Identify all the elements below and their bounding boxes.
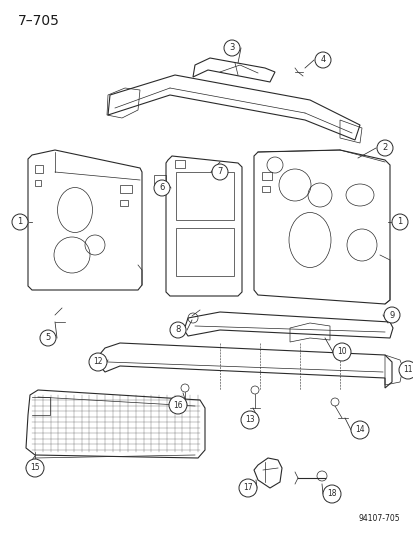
Text: 5: 5	[45, 334, 50, 343]
Text: 4: 4	[320, 55, 325, 64]
Text: 7–705: 7–705	[18, 14, 60, 28]
Text: 9: 9	[389, 311, 394, 319]
Text: 94107-705: 94107-705	[358, 514, 399, 523]
Bar	[176, 228, 233, 276]
Circle shape	[314, 52, 330, 68]
Text: 1: 1	[17, 217, 23, 227]
Circle shape	[89, 353, 107, 371]
Text: 15: 15	[30, 464, 40, 472]
Text: 18: 18	[326, 489, 336, 498]
Text: 11: 11	[402, 366, 412, 375]
Text: 12: 12	[93, 358, 102, 367]
Circle shape	[322, 485, 340, 503]
Text: 14: 14	[354, 425, 364, 434]
Text: 13: 13	[244, 416, 254, 424]
Text: 6: 6	[159, 183, 164, 192]
Circle shape	[169, 396, 187, 414]
Bar	[261, 186, 269, 192]
Circle shape	[398, 361, 413, 379]
Text: 17: 17	[242, 483, 252, 492]
Text: 2: 2	[382, 143, 387, 152]
Text: 1: 1	[396, 217, 402, 227]
Circle shape	[12, 214, 28, 230]
Text: 3: 3	[229, 44, 234, 52]
Circle shape	[26, 459, 44, 477]
Text: 10: 10	[336, 348, 346, 357]
Bar	[120, 185, 132, 193]
Text: 8: 8	[175, 326, 180, 335]
Bar	[261, 172, 271, 180]
Circle shape	[350, 421, 368, 439]
Bar	[176, 172, 233, 220]
Text: 7: 7	[217, 167, 222, 176]
Circle shape	[240, 411, 259, 429]
Text: 16: 16	[173, 400, 183, 409]
Bar	[35, 165, 43, 173]
Circle shape	[170, 322, 185, 338]
Circle shape	[332, 343, 350, 361]
Bar	[35, 180, 41, 186]
Bar	[120, 200, 128, 206]
Circle shape	[391, 214, 407, 230]
Bar	[154, 175, 166, 185]
Circle shape	[211, 164, 228, 180]
Circle shape	[223, 40, 240, 56]
Circle shape	[238, 479, 256, 497]
Circle shape	[154, 180, 170, 196]
Bar	[175, 160, 185, 168]
Circle shape	[376, 140, 392, 156]
Circle shape	[383, 307, 399, 323]
Circle shape	[40, 330, 56, 346]
